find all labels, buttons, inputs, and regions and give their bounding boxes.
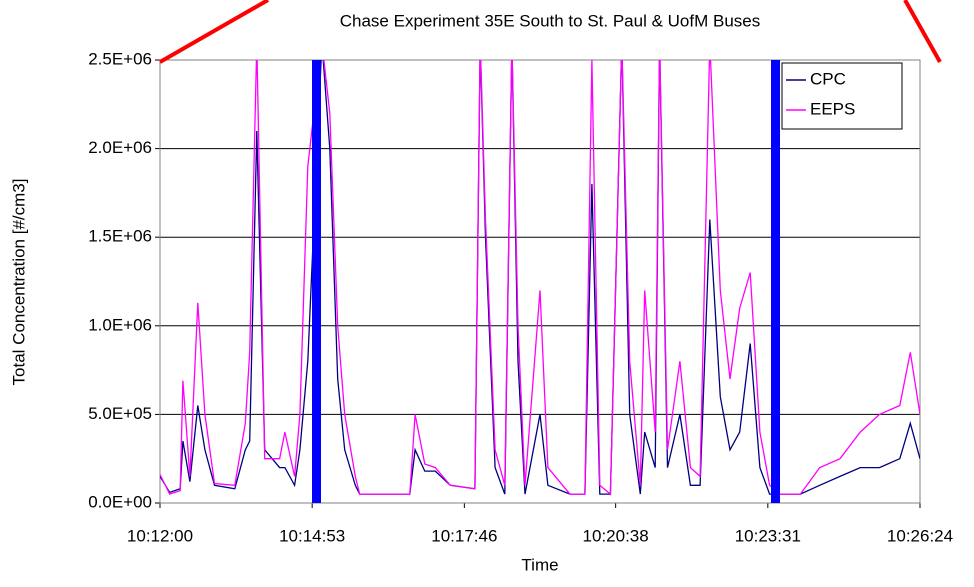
x-tick-label: 10:17:46 <box>431 526 497 545</box>
x-tick-label: 10:26:24 <box>887 526 953 545</box>
x-tick-label: 10:12:00 <box>127 526 193 545</box>
legend-label: CPC <box>810 69 846 88</box>
marker-bar <box>771 60 780 503</box>
x-axis-label: Time <box>521 555 558 574</box>
plot-frame <box>159 59 921 504</box>
chart-title: Chase Experiment 35E South to St. Paul &… <box>340 11 761 30</box>
y-tick-label: 1.5E+06 <box>88 227 152 246</box>
annotation-line <box>159 0 269 64</box>
y-tick-label: 5.0E+05 <box>88 404 152 423</box>
y-tick-label: 2.5E+06 <box>88 49 152 68</box>
marker-bar <box>312 60 321 503</box>
y-tick-label: 0.0E+00 <box>88 492 152 511</box>
x-tick-label: 10:14:53 <box>279 526 345 545</box>
x-tick-label: 10:23:31 <box>735 526 801 545</box>
y-axis-label: Total Concentration [#/cm3] <box>9 179 28 386</box>
x-tick-label: 10:20:38 <box>583 526 649 545</box>
y-tick-label: 1.0E+06 <box>88 315 152 334</box>
legend-box <box>781 62 903 130</box>
y-tick-label: 2.0E+06 <box>88 138 152 157</box>
annotation-line <box>903 0 942 63</box>
legend-label: EEPS <box>810 99 855 118</box>
series-line <box>160 60 920 496</box>
